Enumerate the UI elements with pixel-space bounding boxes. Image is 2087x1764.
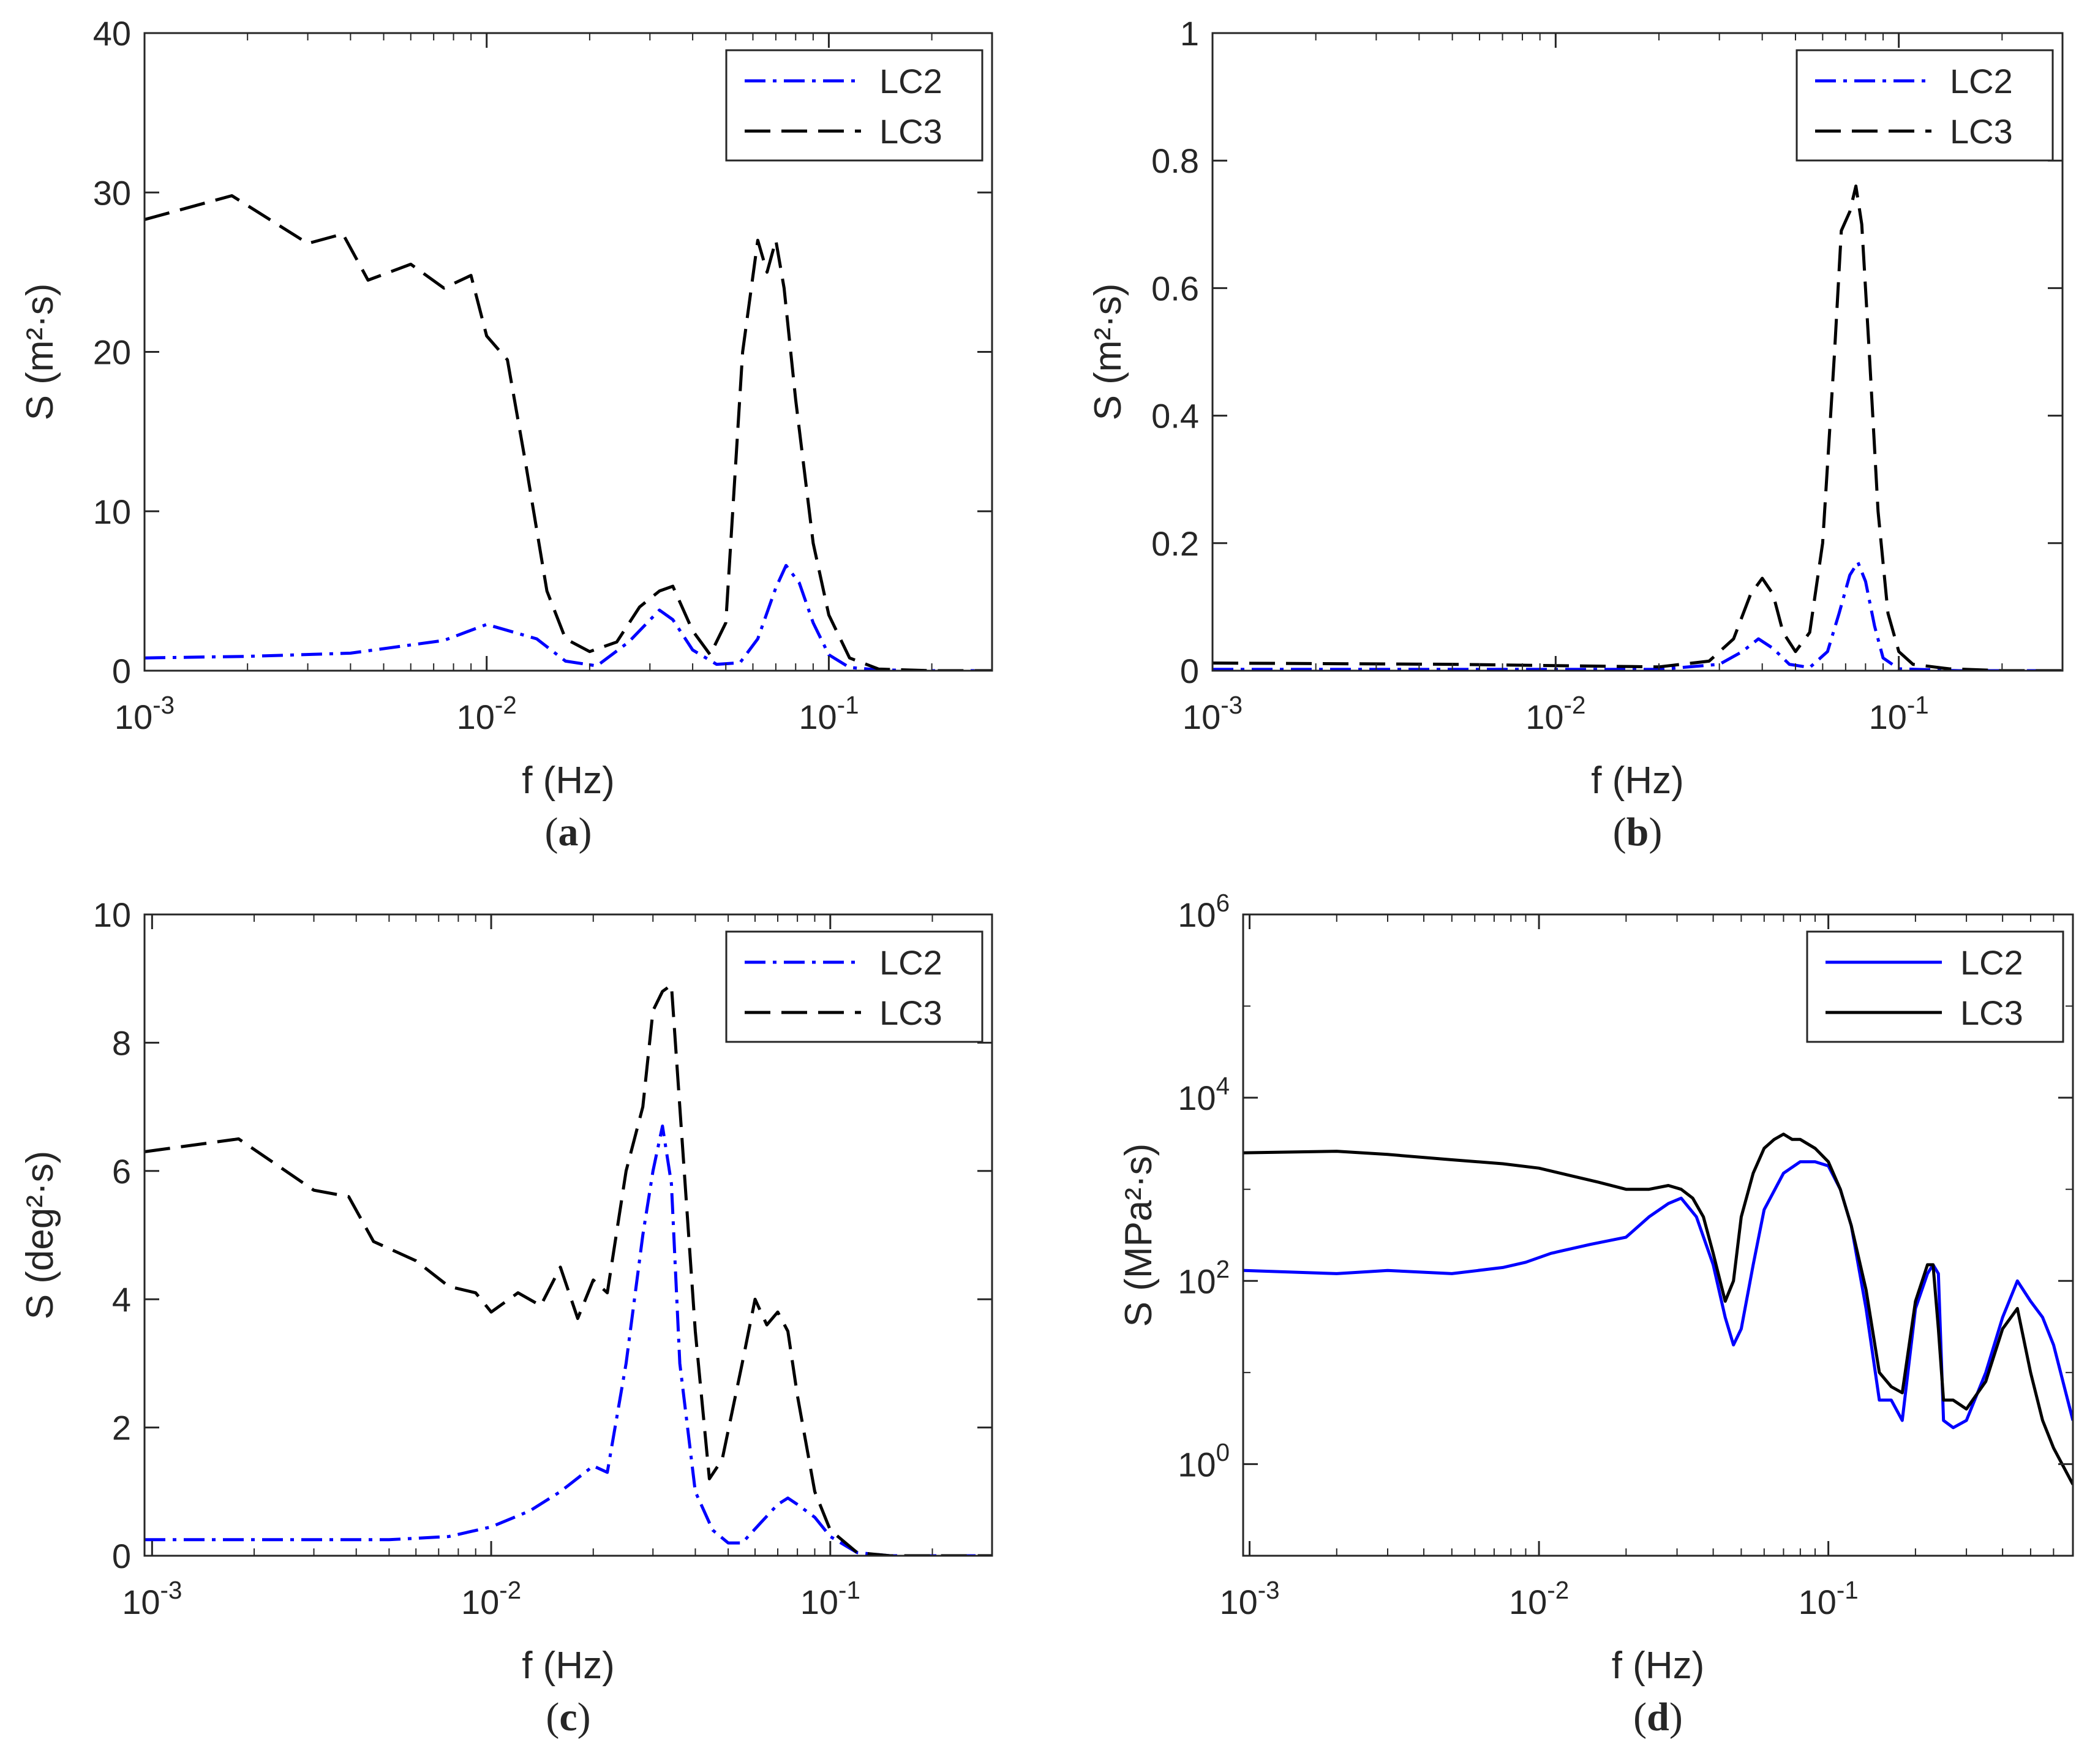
y-tick-label: 30 — [93, 173, 131, 212]
y-tick-label: 20 — [93, 333, 131, 372]
y-tick-label: 0.8 — [1151, 141, 1199, 180]
legend-label-lc2: LC2 — [879, 62, 942, 100]
x-axis-label: f (Hz) — [522, 760, 615, 802]
y-axis-label: S (m²·s) — [1087, 284, 1129, 421]
series-line-lc3 — [1213, 184, 2063, 671]
x-tick-label: 10-3 — [122, 1576, 182, 1621]
x-tick-label: 10-2 — [1525, 691, 1585, 736]
x-tick-label: 10-3 — [1219, 1576, 1279, 1621]
series-line-lc3 — [145, 983, 992, 1556]
x-tick-label: 10-2 — [1509, 1576, 1569, 1621]
axes-box — [143, 913, 993, 1557]
y-tick-label: 0 — [1180, 652, 1199, 690]
series-line-lc3 — [1243, 1133, 2073, 1485]
series-line-lc2 — [1243, 1160, 2073, 1430]
y-tick-label: 0.4 — [1151, 397, 1199, 435]
y-tick-label: 104 — [1178, 1072, 1230, 1117]
panel-caption: (d) — [1633, 1695, 1683, 1740]
y-axis-label: S (MPa²·s) — [1118, 1144, 1160, 1327]
panel-caption: (c) — [546, 1695, 590, 1740]
y-tick-label: 8 — [112, 1023, 131, 1062]
legend-label-lc3: LC3 — [1950, 112, 2013, 151]
chart-panel-d: 10-3 10-2 10-1 100 102 104 106 f (Hz) S (MPa²·s)… — [1118, 889, 2074, 1740]
panel-caption: (a) — [545, 810, 592, 854]
legend-box — [1806, 930, 2064, 1043]
x-tick-label: 10-1 — [1799, 1576, 1859, 1621]
x-axis-label: f (Hz) — [522, 1645, 615, 1687]
legend-label-lc2: LC2 — [1950, 62, 2013, 100]
series-line-lc3 — [145, 194, 992, 671]
chart-panel-b: 10-3 10-2 10-1 0 0.2 0.4 0.6 0.8 1 f (Hz) S (m²·s)… — [1087, 14, 2064, 854]
legend-box — [1796, 49, 2054, 162]
y-tick-label: 0.6 — [1151, 269, 1199, 307]
y-axis-label: S (m²·s) — [19, 284, 61, 421]
y-tick-label: 2 — [112, 1409, 131, 1447]
legend-label-lc2: LC2 — [879, 943, 942, 982]
y-tick-label: 10 — [93, 895, 131, 934]
x-tick-label: 10-3 — [115, 691, 175, 736]
series-line-lc2 — [1213, 560, 2063, 671]
y-tick-label: 106 — [1178, 889, 1230, 934]
x-tick-label: 10-1 — [800, 1576, 860, 1621]
legend-box — [725, 49, 983, 162]
y-tick-label: 1 — [1180, 14, 1199, 53]
y-tick-label: 6 — [112, 1152, 131, 1191]
axes-box — [1211, 32, 2064, 672]
y-tick-label: 102 — [1178, 1255, 1230, 1300]
x-tick-label: 10-2 — [461, 1576, 521, 1621]
x-axis-label: f (Hz) — [1612, 1645, 1705, 1687]
y-tick-label: 40 — [93, 14, 131, 53]
panel-caption: (b) — [1613, 810, 1663, 854]
legend-label-lc2: LC2 — [1960, 943, 2023, 982]
y-axis-label: S (deg²·s) — [19, 1151, 61, 1320]
x-tick-label: 10-1 — [1869, 691, 1929, 736]
series-line-lc2 — [145, 564, 992, 671]
legend-label-lc3: LC3 — [879, 112, 942, 151]
y-tick-label: 4 — [112, 1280, 131, 1319]
y-tick-label: 0.2 — [1151, 524, 1199, 563]
legend-label-lc3: LC3 — [879, 993, 942, 1032]
x-tick-label: 10-2 — [457, 691, 517, 736]
y-tick-label: 10 — [93, 492, 131, 531]
x-tick-label: 10-3 — [1183, 691, 1243, 736]
x-tick-label: 10-1 — [799, 691, 859, 736]
y-tick-label: 100 — [1178, 1438, 1230, 1483]
y-tick-label: 0 — [112, 652, 131, 690]
legend-box — [725, 930, 983, 1043]
x-axis-label: f (Hz) — [1591, 760, 1684, 802]
axes-box — [1242, 913, 2074, 1557]
y-tick-label: 0 — [112, 1537, 131, 1575]
legend-label-lc3: LC3 — [1960, 993, 2023, 1032]
series-line-lc2 — [145, 1125, 992, 1556]
